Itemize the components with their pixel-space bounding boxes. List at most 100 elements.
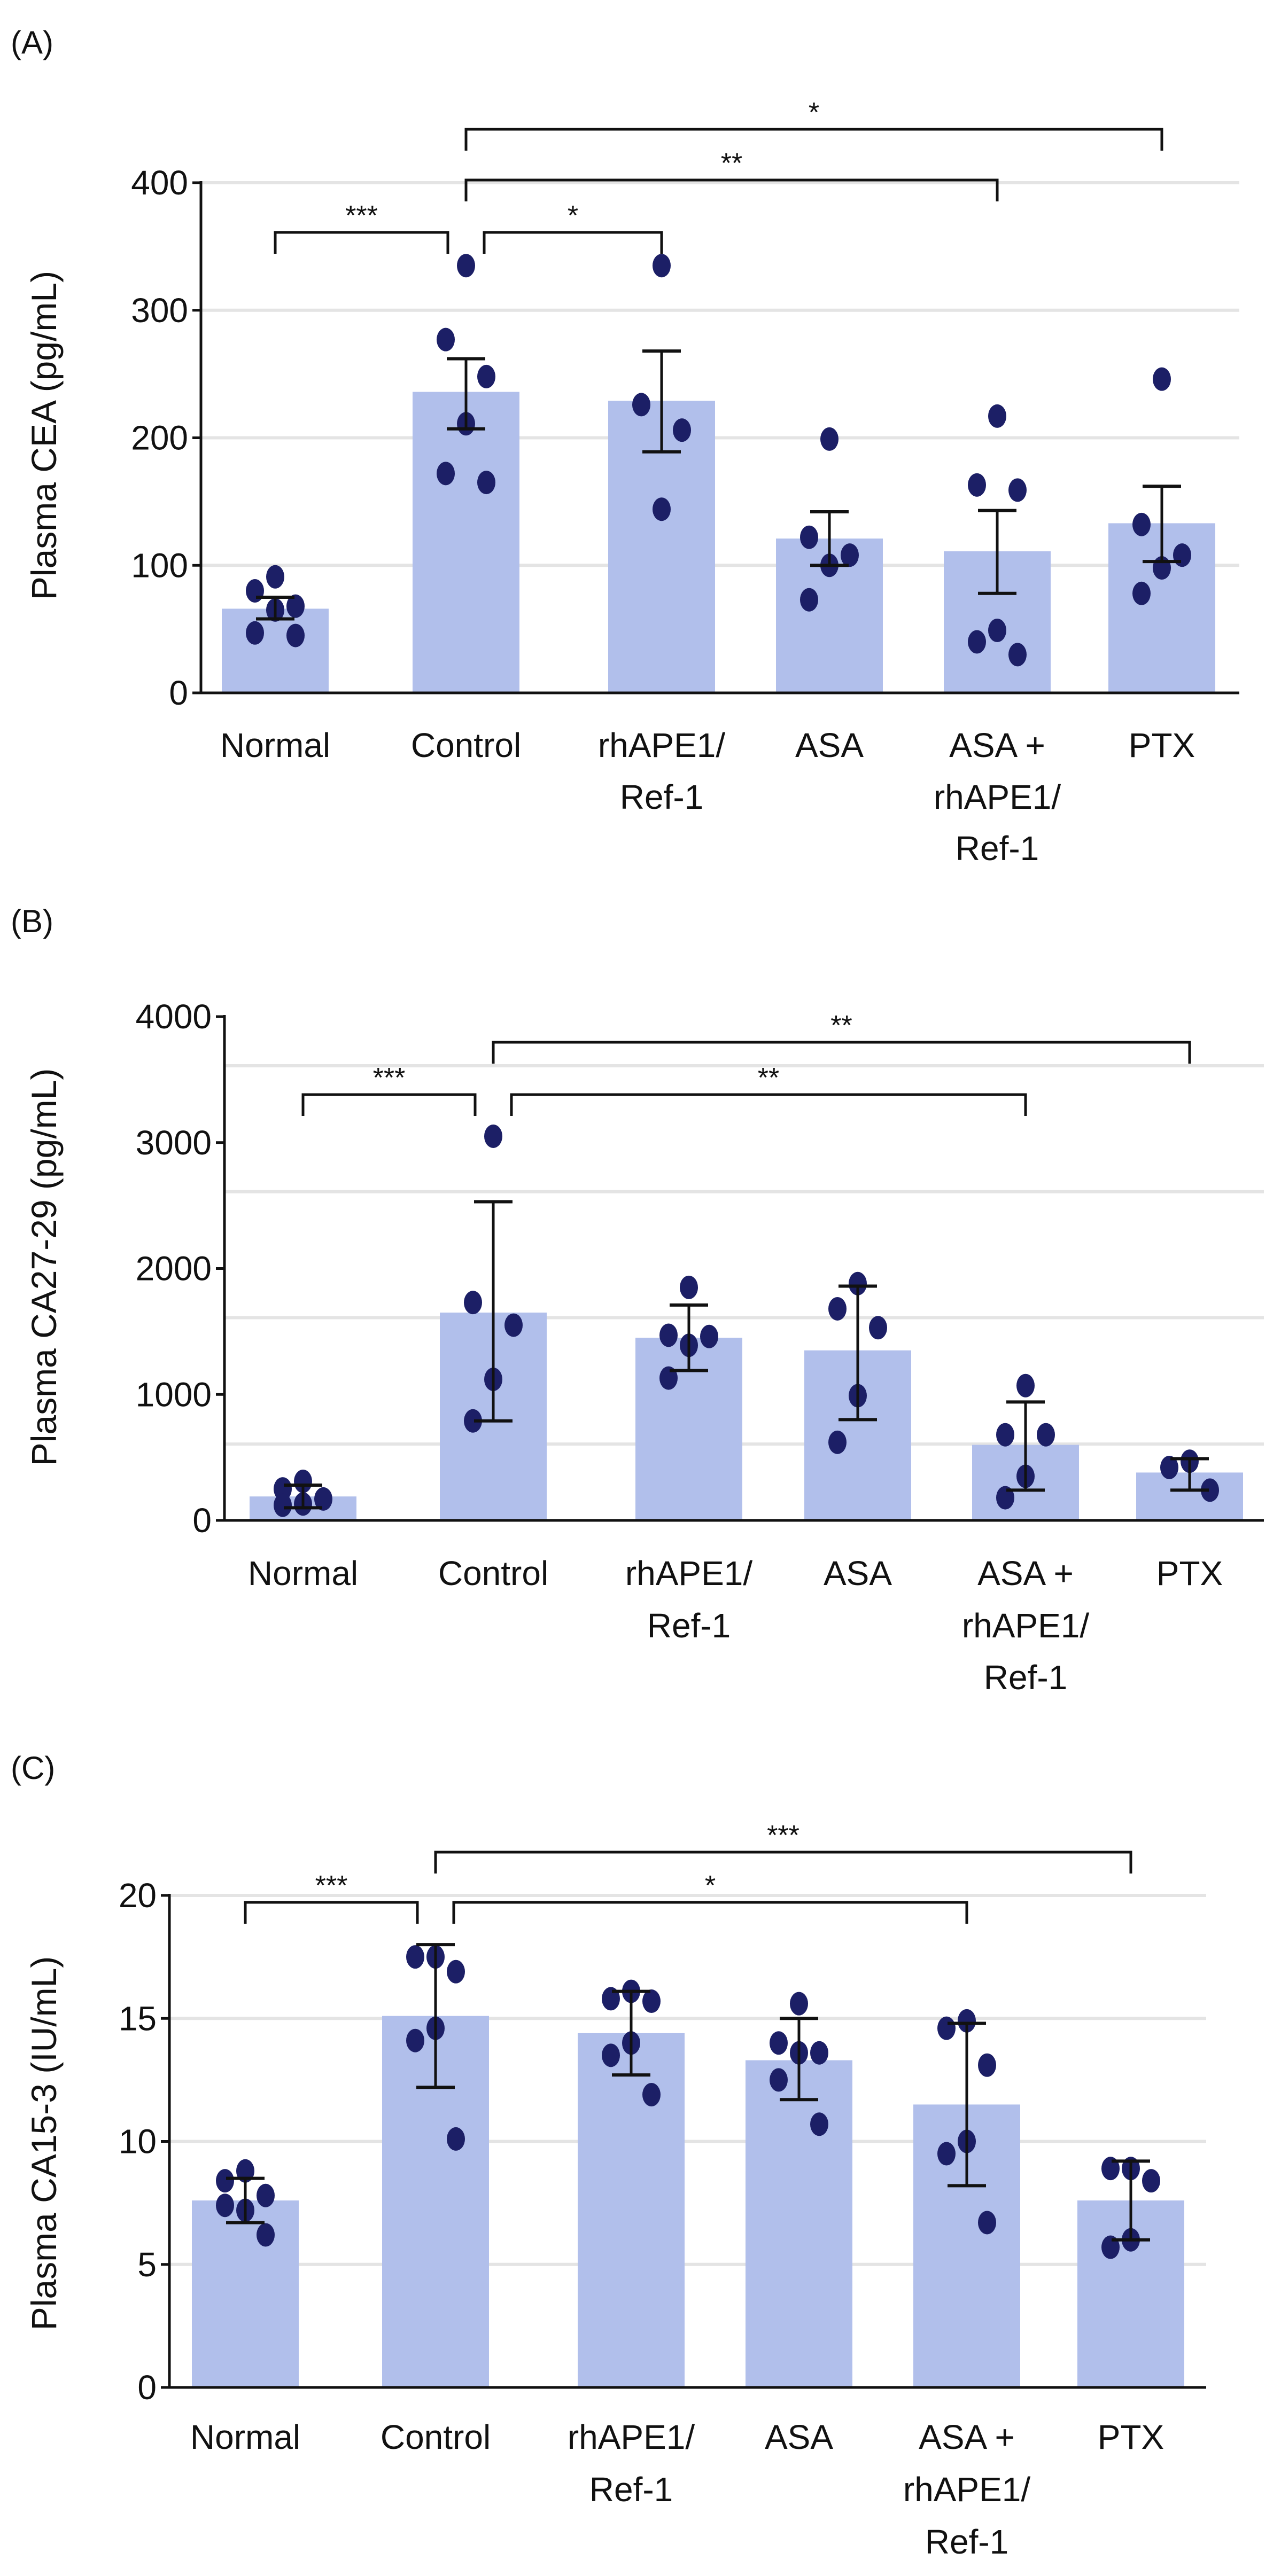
y-tick-label: 100 [131,546,188,584]
significance-label: ** [721,148,742,179]
data-point [1201,1478,1219,1502]
y-tick-label: 200 [131,419,188,457]
data-point [820,427,839,451]
x-category-label: Ref-1 [984,1658,1068,1697]
data-point [1142,2169,1160,2193]
data-point [996,1423,1014,1447]
x-category-label: Control [381,2418,491,2456]
data-point [770,2031,788,2055]
data-point [1132,512,1151,536]
y-tick-label: 0 [192,1501,212,1540]
data-point [680,1275,698,1299]
data-point [1153,367,1171,391]
y-tick-label: 20 [119,1876,157,1915]
x-category-label: PTX [1129,726,1195,764]
data-point [457,254,475,278]
data-point [828,1297,847,1321]
data-point [1016,1373,1035,1398]
data-point [286,623,305,647]
significance-bracket [510,1093,1027,1116]
x-category-label: Ref-1 [647,1606,731,1645]
data-point [790,1992,808,2016]
data-point [810,2112,828,2136]
data-point [869,1316,887,1340]
significance-label: ** [830,1010,852,1041]
data-point [1132,581,1151,605]
data-point [246,579,264,603]
data-point [406,2028,424,2052]
significance-label: *** [373,1063,406,1094]
y-axis-label: Plasma CEA (pg/mL) [24,271,64,600]
data-point [274,1493,292,1517]
bar [192,2200,299,2387]
data-point [978,2211,996,2235]
significance-label: *** [315,1870,348,1901]
x-category-label: PTX [1098,2418,1164,2456]
data-point [464,1409,482,1433]
data-point [642,1989,661,2013]
data-point [477,364,495,388]
x-category-label: Normal [190,2418,300,2456]
significance-label: * [809,97,819,128]
data-point [484,1124,502,1148]
x-category-label: Control [411,726,521,764]
data-point [464,1291,482,1315]
significance-bracket [434,1851,1132,1874]
y-axis-label: Plasma CA15-3 (IU/mL) [24,1956,64,2331]
data-point [1173,543,1191,567]
data-point [632,393,650,417]
significance-label: ** [758,1063,779,1094]
x-category-label: Normal [248,1554,358,1593]
significance-bracket [492,1041,1191,1064]
data-point [642,2083,661,2107]
x-category-label: rhAPE1/ [568,2418,695,2456]
y-tick-label: 15 [119,1999,157,2038]
y-tick-label: 0 [137,2368,157,2407]
panel-label: (C) [11,1750,55,1786]
data-point [849,1271,867,1295]
data-point [653,497,671,521]
data-point [659,1323,678,1347]
x-category-label: ASA + [949,726,1045,764]
y-tick-label: 300 [131,291,188,330]
y-tick-label: 1000 [136,1375,212,1414]
x-category-label: rhAPE1/ [903,2470,1031,2509]
x-category-label: rhAPE1/ [934,778,1061,816]
data-point [937,2016,956,2040]
data-point [978,2053,996,2077]
x-category-label: Normal [220,726,330,764]
significance-bracket [301,1093,477,1116]
significance-label: *** [345,200,378,231]
x-category-label: Control [438,1554,548,1593]
data-point [406,1945,424,1969]
significance-bracket [464,128,1163,151]
x-category-label: Ref-1 [620,778,704,816]
x-category-label: rhAPE1/ [625,1554,753,1593]
bar [578,2033,685,2387]
data-point [800,525,818,549]
data-point [477,471,495,495]
data-point [988,619,1006,643]
x-category-label: PTX [1156,1554,1223,1593]
x-category-label: ASA [795,726,864,764]
data-point [937,2142,956,2166]
data-point [958,2009,976,2033]
data-point [266,565,284,589]
data-point [447,2127,465,2151]
data-point [257,2223,275,2247]
panel-label: (A) [11,25,53,60]
significance-label: * [568,200,578,231]
data-point [810,2041,828,2065]
y-tick-label: 10 [119,2122,157,2161]
panel-label: (B) [11,903,53,939]
x-category-label: Ref-1 [956,829,1039,868]
data-point [653,254,671,278]
data-point [1160,1455,1178,1479]
data-point [294,1469,312,1493]
x-category-label: rhAPE1/ [598,726,726,764]
bar [746,2060,852,2387]
